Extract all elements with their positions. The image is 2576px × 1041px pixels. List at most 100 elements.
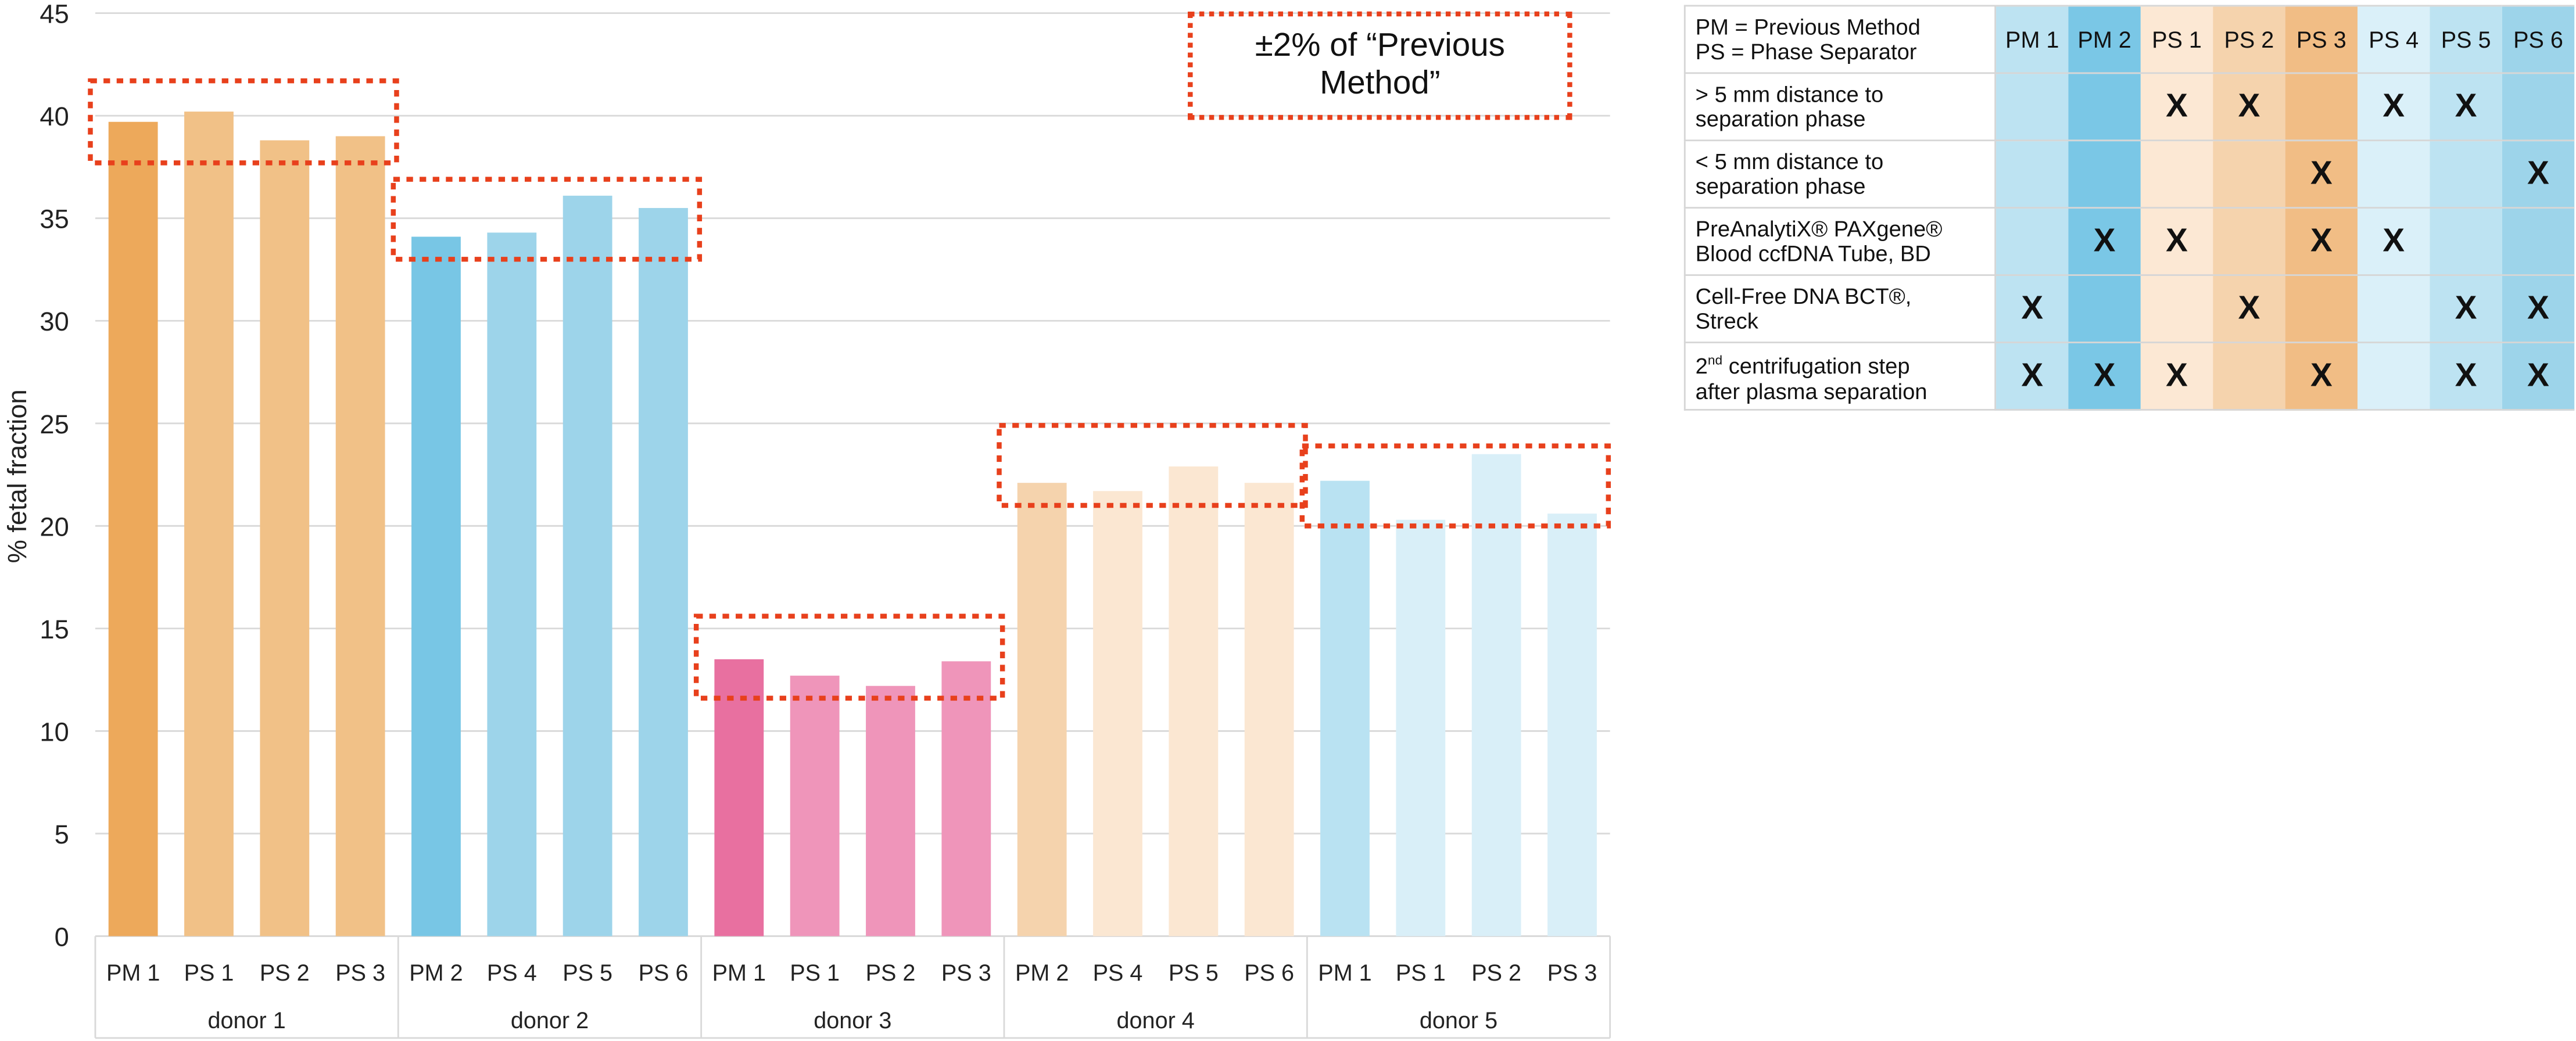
bar xyxy=(184,112,234,936)
bar-chart: 0 5 10 15 20 25 30 35 40 45 % fetal fraction PM 1 PS… xyxy=(2,0,1611,1039)
mark-cell: X xyxy=(2140,207,2213,276)
group-label: donor 4 xyxy=(1117,1008,1195,1033)
table-row: 2nd centrifugation step after plasma sepa… xyxy=(1683,342,2575,411)
x-tick-label: PS 2 xyxy=(260,960,310,986)
label-line: PreAnalytiX® PAXgene® xyxy=(1695,217,1943,242)
mark-cell xyxy=(2358,139,2430,209)
bar xyxy=(639,208,688,936)
mark-cell: X xyxy=(1995,274,2069,343)
bar xyxy=(563,195,612,936)
table-header-row: PM = Previous Method PS = Phase Separator… xyxy=(1683,5,2575,74)
bar xyxy=(941,661,991,936)
mark-cell xyxy=(2285,274,2358,343)
x-tick-label: PS 6 xyxy=(639,960,689,986)
x-tick-label: PM 1 xyxy=(106,960,160,986)
y-axis-label: % fetal fraction xyxy=(2,389,32,563)
row-label: > 5 mm distance to separation phase xyxy=(1683,72,1997,142)
table-row: < 5 mm distance to separation phase X X xyxy=(1683,139,2575,209)
x-tick-label: PM 2 xyxy=(1015,960,1069,986)
mark-cell xyxy=(2502,72,2575,142)
mark-cell: X xyxy=(2213,72,2285,142)
x-tick-label: PS 4 xyxy=(1093,960,1143,986)
bar xyxy=(1547,514,1597,936)
column-header: PS 3 xyxy=(2285,5,2358,74)
label-line: 2nd centrifugation step xyxy=(1695,353,1910,379)
row-label: PreAnalytiX® PAXgene® Blood ccfDNA Tube, … xyxy=(1683,207,1997,276)
mark-cell xyxy=(2358,274,2430,343)
x-tick-label: PS 3 xyxy=(941,960,991,986)
group-label: donor 2 xyxy=(511,1008,589,1033)
x-tick-label: PM 1 xyxy=(712,960,766,986)
x-tick-label: PS 2 xyxy=(866,960,916,986)
mark-cell: X xyxy=(2140,72,2213,142)
x-tick-label: PS 3 xyxy=(1547,960,1597,986)
mark-cell: X xyxy=(2358,72,2430,142)
mark-cell xyxy=(2068,274,2141,343)
bar xyxy=(790,676,840,936)
bar xyxy=(487,232,537,936)
bar xyxy=(335,136,385,936)
y-tick-label: 15 xyxy=(40,615,69,644)
y-tick-label: 40 xyxy=(40,102,69,131)
y-tick-label: 10 xyxy=(40,717,69,746)
tolerance-box xyxy=(88,78,399,166)
mark-cell: X xyxy=(2430,342,2502,411)
tolerance-annotation: ±2% of “Previous Method” xyxy=(1188,11,1572,120)
mark-cell: X xyxy=(2140,342,2213,411)
mark-cell xyxy=(1995,139,2069,209)
mark-cell: X xyxy=(2502,274,2575,343)
bar xyxy=(411,236,461,936)
mark-cell xyxy=(2213,139,2285,209)
bar xyxy=(1169,466,1219,936)
x-tick-label: PM 1 xyxy=(1318,960,1371,986)
mark-cell: X xyxy=(2285,139,2358,209)
mark-cell xyxy=(2430,207,2502,276)
table-row: > 5 mm distance to separation phase X X X X xyxy=(1683,72,2575,142)
y-tick-label: 30 xyxy=(40,307,69,336)
column-header: PS 5 xyxy=(2430,5,2502,74)
mark-cell xyxy=(2068,72,2141,142)
column-header: PS 2 xyxy=(2213,5,2285,74)
group-label: donor 1 xyxy=(208,1008,286,1033)
label-line: Cell-Free DNA BCT®, xyxy=(1695,284,1912,309)
mark-cell: X xyxy=(2285,342,2358,411)
legend-table: PM = Previous Method PS = Phase Separator… xyxy=(1683,5,2575,411)
mark-cell: X xyxy=(2068,207,2141,276)
bar xyxy=(1396,519,1446,936)
mark-cell xyxy=(2140,139,2213,209)
bar xyxy=(714,659,764,936)
group-label: donor 5 xyxy=(1420,1008,1497,1033)
tolerance-box xyxy=(997,423,1308,508)
x-tick-label: PM 2 xyxy=(409,960,463,986)
mark-cell xyxy=(1995,72,2069,142)
row-label: 2nd centrifugation step after plasma sepa… xyxy=(1683,342,1997,411)
legend-key: PM = Previous Method PS = Phase Separator xyxy=(1683,5,1997,74)
x-tick-label: PS 1 xyxy=(184,960,234,986)
y-tick-label: 35 xyxy=(40,204,69,234)
mark-cell xyxy=(2213,342,2285,411)
mark-cell: X xyxy=(1995,342,2069,411)
mark-cell xyxy=(2430,139,2502,209)
x-tick-label: PS 5 xyxy=(563,960,612,986)
mark-cell: X xyxy=(2430,274,2502,343)
x-tick-label: PS 3 xyxy=(335,960,385,986)
bar xyxy=(1017,483,1067,936)
mark-cell: X xyxy=(2502,342,2575,411)
bar xyxy=(1320,480,1370,936)
y-tick-label: 20 xyxy=(40,512,69,541)
x-tick-label: PS 4 xyxy=(487,960,537,986)
x-tick-label: PS 5 xyxy=(1169,960,1219,986)
label-line: separation phase xyxy=(1695,106,1866,132)
bar xyxy=(108,121,158,936)
bar xyxy=(260,140,310,936)
group-label: donor 3 xyxy=(814,1008,891,1033)
y-tick-label: 5 xyxy=(55,820,69,849)
mark-cell xyxy=(2140,274,2213,343)
tolerance-box xyxy=(1299,443,1611,529)
mark-cell xyxy=(1995,207,2069,276)
bar xyxy=(1093,491,1142,936)
column-header: PS 1 xyxy=(2140,5,2213,74)
bar xyxy=(1471,454,1521,936)
mark-cell: X xyxy=(2502,139,2575,209)
table-row: PreAnalytiX® PAXgene® Blood ccfDNA Tube, … xyxy=(1683,207,2575,276)
